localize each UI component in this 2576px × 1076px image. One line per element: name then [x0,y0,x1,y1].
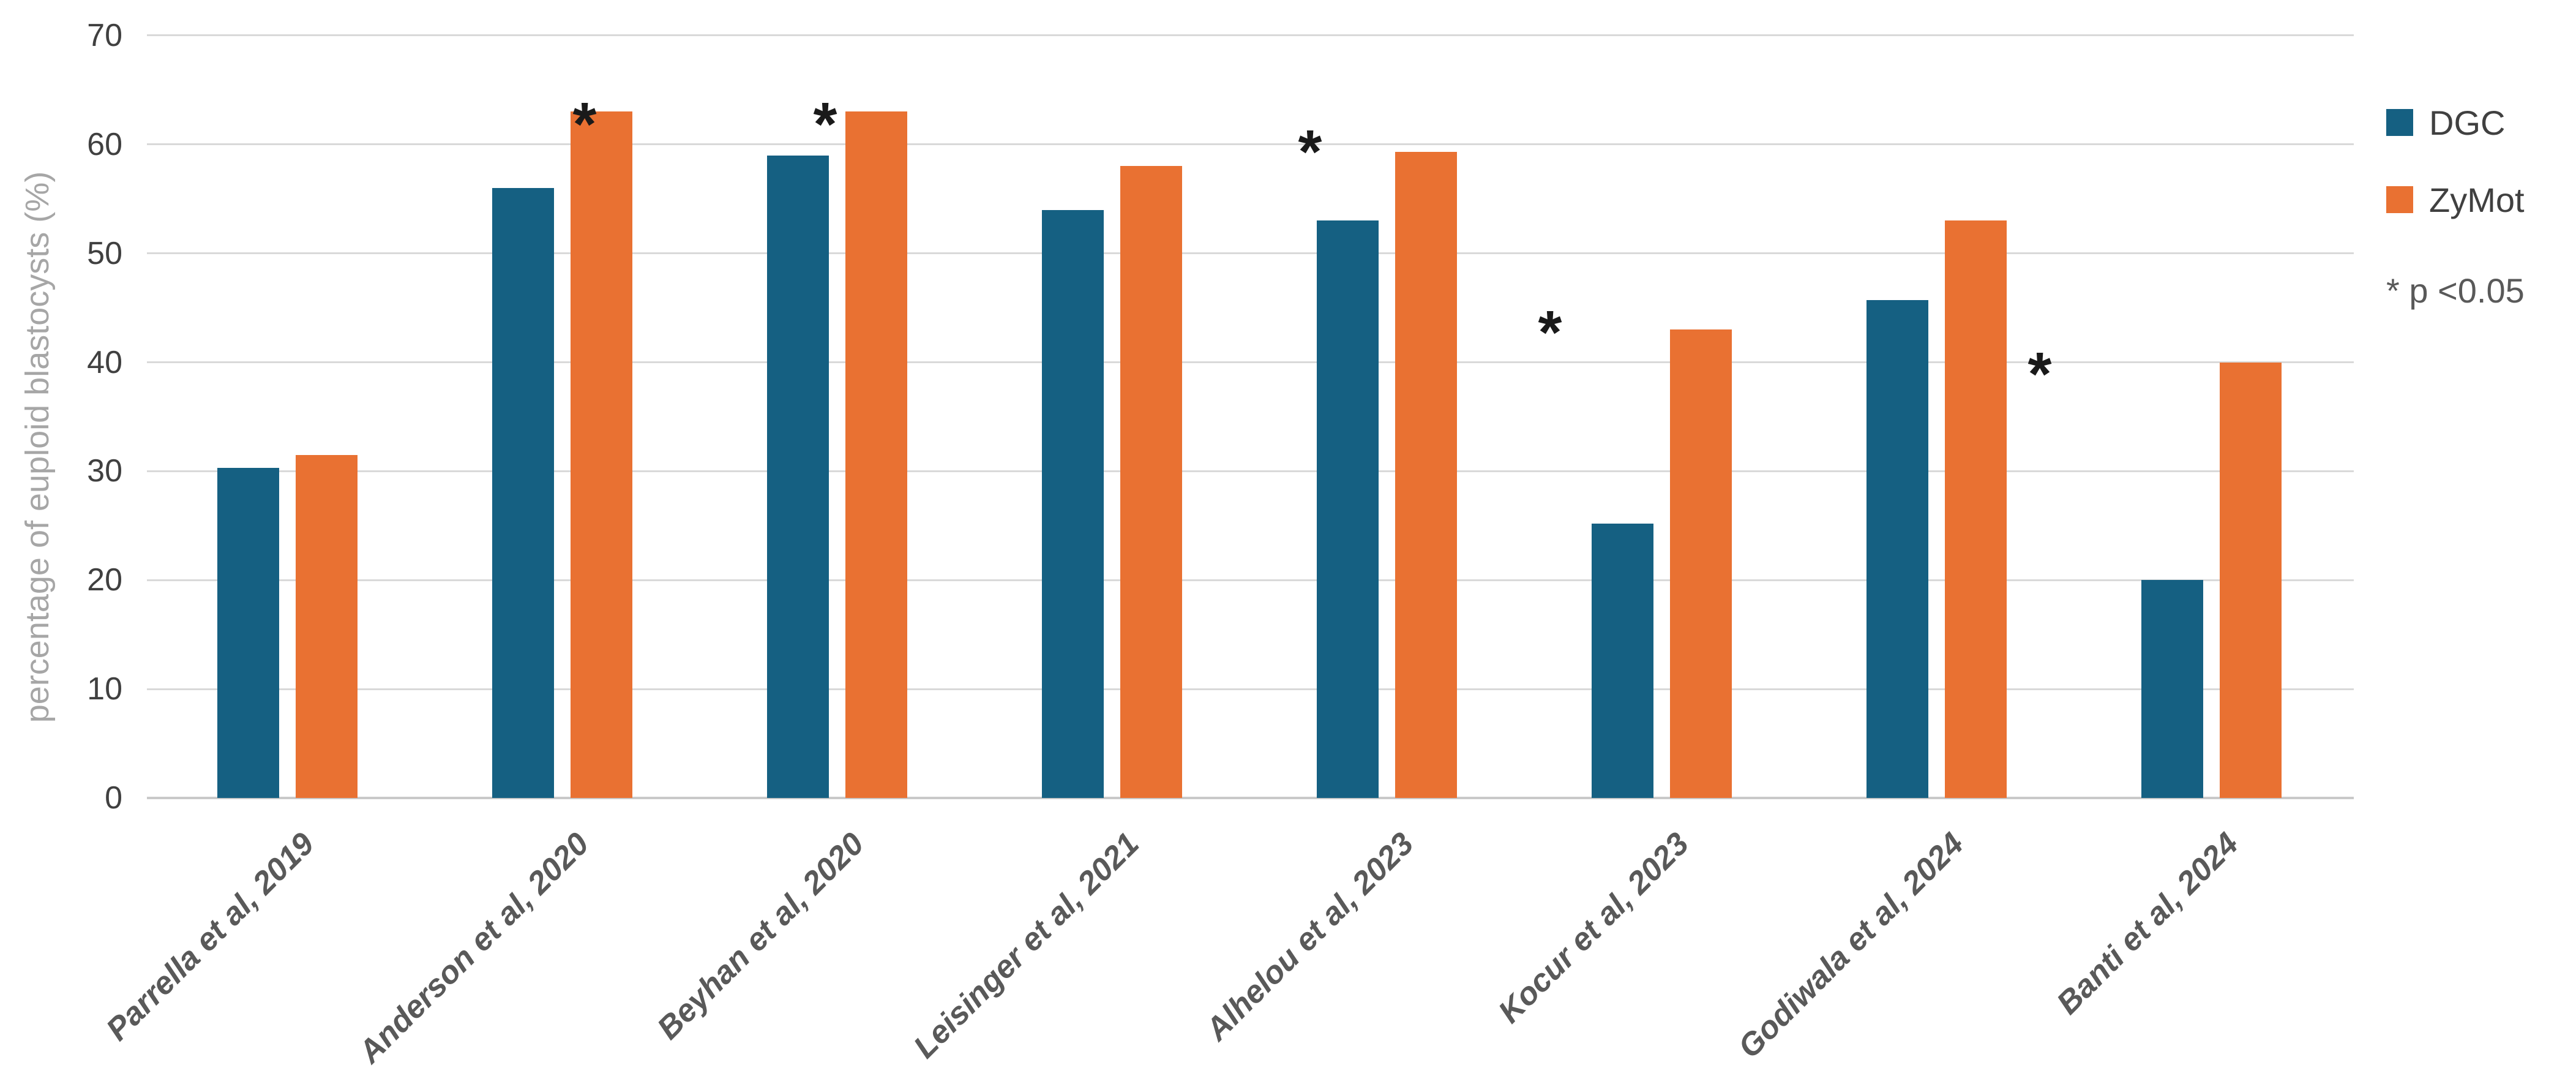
zymot-bar [1945,220,2007,798]
y-tick-label: 0 [105,780,122,816]
gridline [147,34,2354,37]
x-category-label: Leisinger et al, 2021 [907,826,1146,1066]
zymot-bar [845,111,907,798]
zymot-series-swatch-icon [2386,186,2413,213]
significance-asterisk: * [572,90,597,159]
x-category-label: Anderson et al, 2020 [352,826,596,1070]
zymot-bar [296,454,358,798]
x-category-label: Godiwala et al, 2024 [1731,826,1971,1066]
legend: DGC ZyMot * p <0.05 [2386,103,2525,310]
gridline [147,252,2354,255]
legend-label-zymot: ZyMot [2429,180,2525,219]
significance-asterisk: * [2027,340,2052,408]
zymot-bar [1395,152,1457,798]
zymot-bar [2220,362,2282,798]
dgc-bar [2141,580,2203,798]
dgc-bar [1042,209,1104,798]
gridline [147,579,2354,581]
gridline [147,143,2354,146]
x-category-label: Parrella et al, 2019 [99,826,321,1048]
dgc-bar [492,187,554,798]
y-tick-label: 30 [87,453,122,489]
zymot-bar [1670,329,1732,798]
y-tick-label: 40 [87,344,122,380]
y-tick-label: 20 [87,562,122,598]
y-tick-label: 50 [87,235,122,271]
y-tick-label: 10 [87,671,122,707]
gridline [147,470,2354,472]
y-tick-label: 70 [87,17,122,53]
dgc-bar [217,468,279,798]
significance-note: * p <0.05 [2386,271,2525,310]
dgc-bar [1592,523,1653,798]
gridline [147,361,2354,364]
x-category-label: Beyhan et al, 2020 [650,826,871,1047]
dgc-bar [767,155,829,798]
legend-item-zymot: ZyMot [2386,181,2525,219]
dgc-bar [1317,220,1379,798]
significance-asterisk: * [1538,298,1562,367]
x-category-label: Banti et al, 2024 [2050,826,2245,1021]
dgc-bar [1866,300,1928,798]
significance-asterisk: * [1298,118,1322,186]
gridline [147,688,2354,690]
legend-label-dgc: DGC [2429,103,2506,142]
x-category-label: Alhelou et al, 2023 [1199,826,1421,1048]
zymot-bar [571,111,632,798]
significance-asterisk: * [813,90,837,159]
x-axis-line [147,797,2354,799]
dgc-series-swatch-icon [2386,109,2413,136]
x-category-label: Kocur et al, 2023 [1491,826,1696,1030]
legend-item-dgc: DGC [2386,103,2525,142]
zymot-bar [1120,166,1182,798]
y-tick-label: 60 [87,126,122,162]
